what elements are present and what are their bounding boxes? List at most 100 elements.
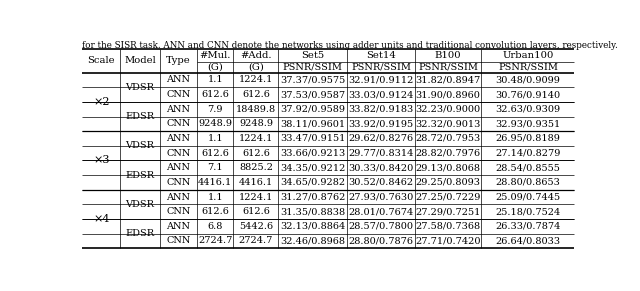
Text: 31.90/0.8960: 31.90/0.8960 [416, 90, 481, 99]
Text: 9248.9: 9248.9 [198, 119, 232, 128]
Text: 28.82/0.7976: 28.82/0.7976 [415, 149, 481, 158]
Text: 9248.9: 9248.9 [239, 119, 273, 128]
Text: 7.1: 7.1 [207, 163, 223, 172]
Text: 28.57/0.7800: 28.57/0.7800 [349, 222, 413, 231]
Text: 27.58/0.7368: 27.58/0.7368 [415, 222, 481, 231]
Text: ×2: ×2 [93, 97, 109, 107]
Text: Scale: Scale [88, 56, 115, 65]
Text: 28.54/0.8555: 28.54/0.8555 [495, 163, 561, 172]
Text: 28.72/0.7953: 28.72/0.7953 [415, 134, 481, 143]
Text: 29.62/0.8276: 29.62/0.8276 [349, 134, 413, 143]
Text: Model: Model [124, 56, 156, 65]
Text: 27.71/0.7420: 27.71/0.7420 [415, 236, 481, 245]
Text: ANN: ANN [166, 163, 191, 172]
Text: CNN: CNN [166, 207, 191, 216]
Text: 28.80/0.7876: 28.80/0.7876 [349, 236, 413, 245]
Text: 28.80/0.8653: 28.80/0.8653 [495, 178, 561, 187]
Text: 612.6: 612.6 [242, 149, 270, 158]
Text: CNN: CNN [166, 119, 191, 128]
Text: 31.27/0.8762: 31.27/0.8762 [280, 193, 346, 201]
Text: 30.48/0.9099: 30.48/0.9099 [495, 75, 561, 84]
Text: 612.6: 612.6 [242, 90, 270, 99]
Text: 1224.1: 1224.1 [239, 75, 273, 84]
Text: B100: B100 [435, 51, 461, 60]
Text: 27.29/0.7251: 27.29/0.7251 [415, 207, 481, 216]
Text: PSNR/SSIM: PSNR/SSIM [498, 63, 558, 72]
Text: 33.82/0.9183: 33.82/0.9183 [348, 105, 413, 114]
Text: CNN: CNN [166, 90, 191, 99]
Text: 6.8: 6.8 [207, 222, 223, 231]
Text: EDSR: EDSR [125, 112, 155, 121]
Text: ANN: ANN [166, 105, 191, 114]
Text: 2724.7: 2724.7 [239, 236, 273, 245]
Text: 28.01/0.7674: 28.01/0.7674 [348, 207, 413, 216]
Text: VDSR: VDSR [125, 141, 155, 150]
Text: 33.66/0.9213: 33.66/0.9213 [280, 149, 346, 158]
Text: 32.13/0.8864: 32.13/0.8864 [280, 222, 346, 231]
Text: 25.09/0.7445: 25.09/0.7445 [495, 193, 561, 201]
Text: ANN: ANN [166, 134, 191, 143]
Text: 612.6: 612.6 [202, 90, 229, 99]
Text: 31.82/0.8947: 31.82/0.8947 [415, 75, 481, 84]
Text: #Mul.: #Mul. [200, 51, 231, 60]
Text: 30.52/0.8462: 30.52/0.8462 [349, 178, 413, 187]
Text: (G): (G) [207, 63, 223, 72]
Text: 33.03/0.9124: 33.03/0.9124 [348, 90, 414, 99]
Text: 1224.1: 1224.1 [239, 134, 273, 143]
Text: EDSR: EDSR [125, 229, 155, 238]
Text: 1224.1: 1224.1 [239, 193, 273, 201]
Text: 38.11/0.9601: 38.11/0.9601 [280, 119, 346, 128]
Text: 30.33/0.8420: 30.33/0.8420 [348, 163, 413, 172]
Text: ×4: ×4 [93, 214, 109, 224]
Text: for the SISR task. ANN and CNN denote the networks using adder units and traditi: for the SISR task. ANN and CNN denote th… [83, 41, 618, 50]
Text: 7.9: 7.9 [207, 105, 223, 114]
Text: CNN: CNN [166, 236, 191, 245]
Text: 32.32/0.9013: 32.32/0.9013 [415, 119, 481, 128]
Text: #Add.: #Add. [240, 51, 271, 60]
Text: 26.33/0.7874: 26.33/0.7874 [495, 222, 561, 231]
Text: CNN: CNN [166, 178, 191, 187]
Text: 37.37/0.9575: 37.37/0.9575 [280, 75, 346, 84]
Text: 1.1: 1.1 [207, 134, 223, 143]
Text: ANN: ANN [166, 222, 191, 231]
Text: 4416.1: 4416.1 [198, 178, 232, 187]
Text: 33.47/0.9151: 33.47/0.9151 [280, 134, 346, 143]
Text: 4416.1: 4416.1 [239, 178, 273, 187]
Text: 29.25/0.8093: 29.25/0.8093 [415, 178, 481, 187]
Text: Urban100: Urban100 [502, 51, 554, 60]
Text: 30.76/0.9140: 30.76/0.9140 [495, 90, 561, 99]
Text: VDSR: VDSR [125, 83, 155, 92]
Text: 32.23/0.9000: 32.23/0.9000 [415, 105, 481, 114]
Text: 26.95/0.8189: 26.95/0.8189 [495, 134, 561, 143]
Text: 612.6: 612.6 [202, 149, 229, 158]
Text: PSNR/SSIM: PSNR/SSIM [283, 63, 343, 72]
Text: 32.91/0.9112: 32.91/0.9112 [348, 75, 414, 84]
Text: 29.13/0.8068: 29.13/0.8068 [415, 163, 481, 172]
Text: 5442.6: 5442.6 [239, 222, 273, 231]
Text: Set5: Set5 [301, 51, 324, 60]
Text: 8825.2: 8825.2 [239, 163, 273, 172]
Text: 612.6: 612.6 [202, 207, 229, 216]
Text: 32.63/0.9309: 32.63/0.9309 [495, 105, 561, 114]
Text: 612.6: 612.6 [242, 207, 270, 216]
Text: ×3: ×3 [93, 155, 109, 165]
Text: 34.65/0.9282: 34.65/0.9282 [280, 178, 346, 187]
Text: Set14: Set14 [366, 51, 396, 60]
Text: (G): (G) [248, 63, 264, 72]
Text: PSNR/SSIM: PSNR/SSIM [351, 63, 411, 72]
Text: ANN: ANN [166, 75, 191, 84]
Text: 37.92/0.9589: 37.92/0.9589 [280, 105, 346, 114]
Text: 33.92/0.9195: 33.92/0.9195 [349, 119, 413, 128]
Text: 27.14/0.8279: 27.14/0.8279 [495, 149, 561, 158]
Text: 31.35/0.8838: 31.35/0.8838 [280, 207, 346, 216]
Text: 32.46/0.8968: 32.46/0.8968 [280, 236, 346, 245]
Text: 1.1: 1.1 [207, 193, 223, 201]
Text: 25.18/0.7524: 25.18/0.7524 [495, 207, 561, 216]
Text: ANN: ANN [166, 193, 191, 201]
Text: 27.25/0.7229: 27.25/0.7229 [415, 193, 481, 201]
Text: CNN: CNN [166, 149, 191, 158]
Text: 18489.8: 18489.8 [236, 105, 276, 114]
Text: 2724.7: 2724.7 [198, 236, 232, 245]
Text: 29.77/0.8314: 29.77/0.8314 [348, 149, 414, 158]
Text: 37.53/0.9587: 37.53/0.9587 [280, 90, 346, 99]
